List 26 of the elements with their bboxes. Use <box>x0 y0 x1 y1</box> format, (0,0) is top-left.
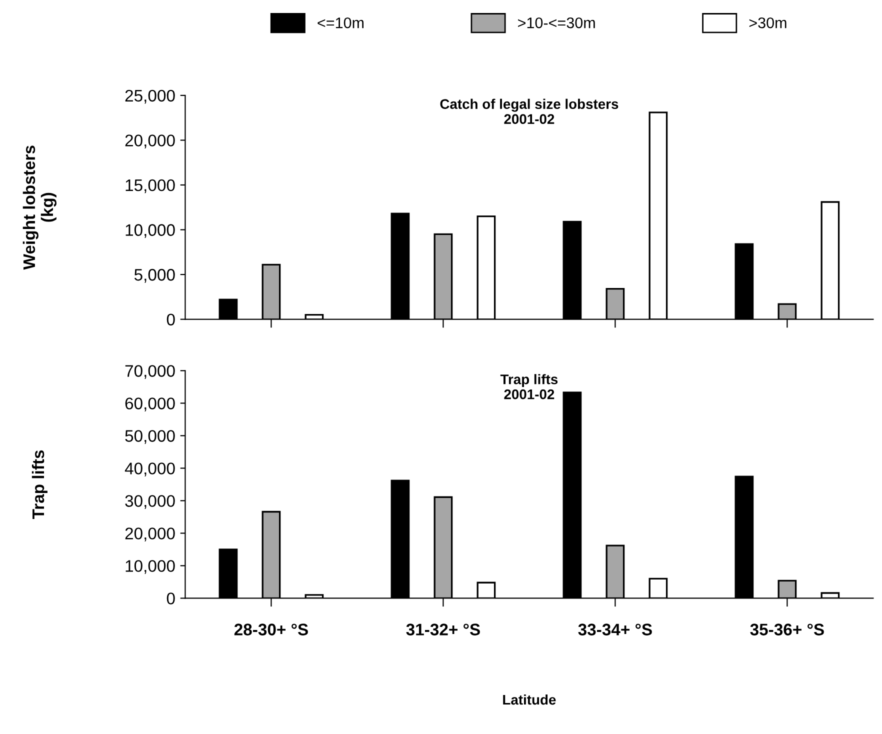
y-tick-label: 60,000 <box>125 398 175 412</box>
y-tick-label: 10,000 <box>126 560 175 574</box>
legend-label: <=10m <box>318 17 364 28</box>
y-tick-label: 50,000 <box>125 430 175 444</box>
y-tick-label: 10,000 <box>126 224 175 238</box>
x-tick-label: 33-34+ °S <box>578 624 652 636</box>
y-tick-label: 70,000 <box>125 365 175 379</box>
y-axis-title: Weight lobsters (kg) <box>22 146 57 270</box>
x-tick-label: 28-30+ °S <box>234 624 308 636</box>
x-axis-title: Latitude <box>503 694 556 705</box>
y-tick-label: 30,000 <box>125 495 175 509</box>
text: Trap lifts 2001-02 <box>500 374 558 400</box>
y-tick-label: 0 <box>166 592 175 604</box>
y-tick-label: 0 <box>166 314 175 326</box>
x-tick-label: 31-32+ °S <box>406 624 480 636</box>
y-tick-label: 5,000 <box>134 268 175 283</box>
legend-label: >10-<=30m <box>518 17 595 28</box>
text: Catch of legal size lobsters 2001-02 <box>440 98 618 124</box>
legend-label: >30m <box>749 17 786 28</box>
y-tick-label: 15,000 <box>126 179 175 194</box>
y-axis-title: Trap lifts <box>32 450 48 519</box>
x-tick-label: 35-36+ °S <box>750 624 824 636</box>
y-tick-label: 40,000 <box>124 462 175 476</box>
y-tick-label: 20,000 <box>125 528 175 542</box>
y-tick-label: 20,000 <box>125 134 175 148</box>
y-tick-label: 25,000 <box>125 90 175 104</box>
